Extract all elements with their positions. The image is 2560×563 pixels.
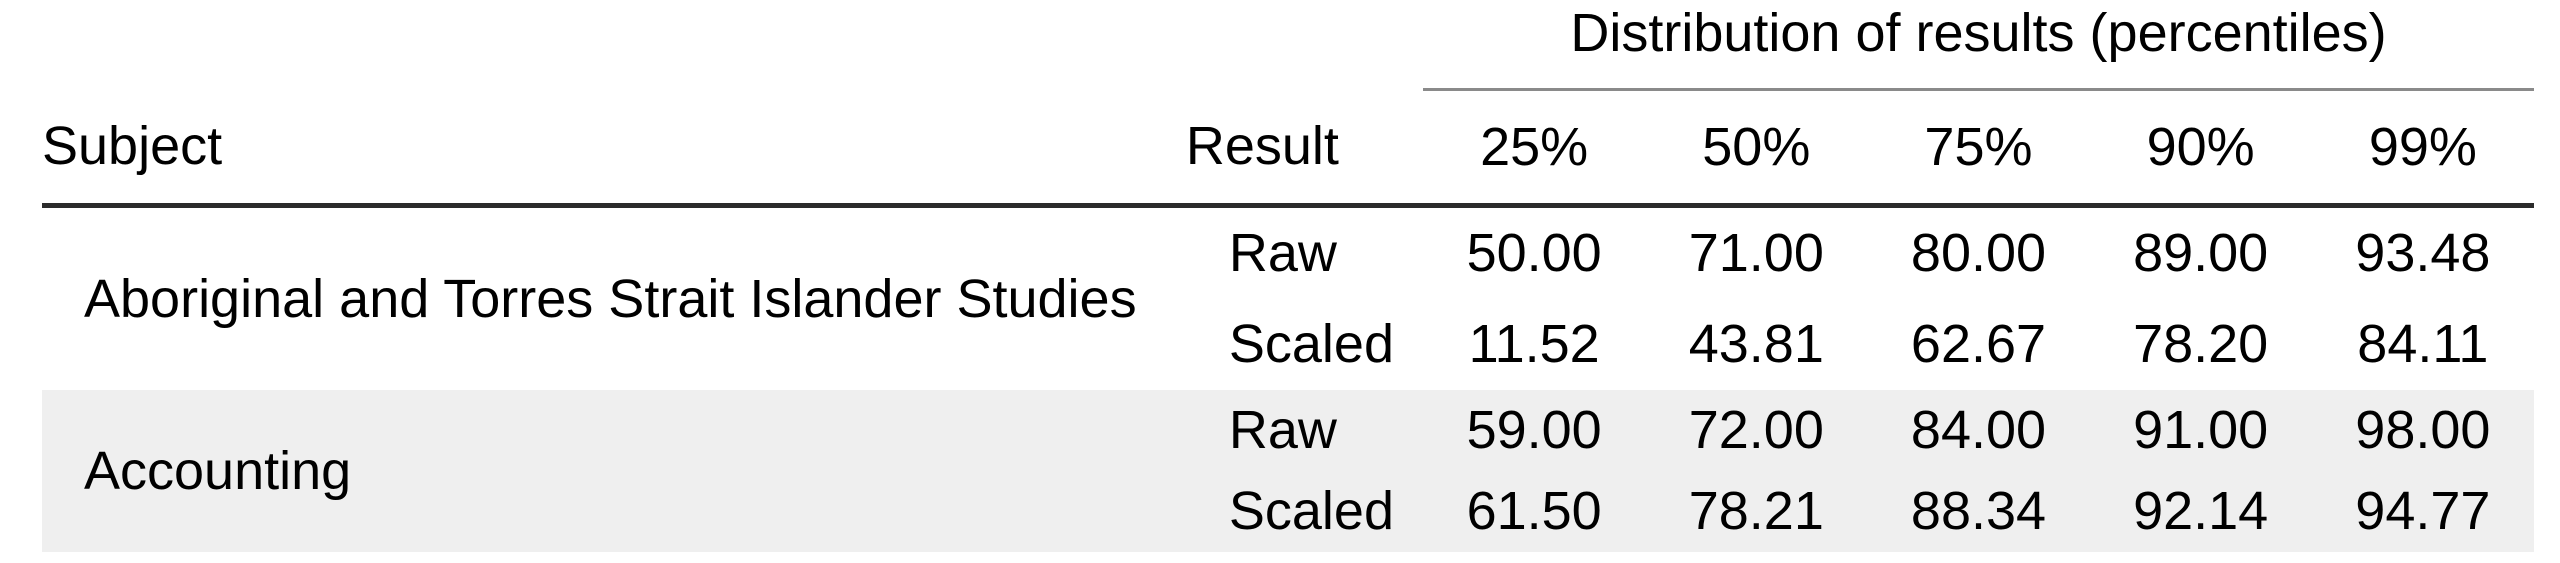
result-type-label: Raw: [1228, 400, 1337, 460]
result-type-label: Scaled: [1228, 313, 1394, 374]
spanner-spacer: [42, 0, 1423, 90]
spanner-header: Distribution of results (percentiles): [1423, 0, 2534, 91]
value-p90: 89.00: [2133, 222, 2269, 283]
column-header-p99: 99%: [2311, 89, 2534, 208]
subject-name: Accounting: [84, 440, 352, 501]
percentile-results-table: Distribution of results (percentiles) Su…: [42, 0, 2534, 552]
value-p25: 61.50: [1466, 481, 1602, 541]
value-p50: 78.21: [1688, 481, 1824, 541]
value-p75: 84.00: [1910, 400, 2047, 460]
column-header-result: Result: [1185, 89, 1424, 208]
value-p25: 59.00: [1466, 400, 1602, 460]
column-header-p25: 25%: [1423, 89, 1646, 208]
value-p90: 91.00: [2133, 400, 2269, 460]
value-p99: 93.48: [2355, 222, 2491, 283]
value-p99: 98.00: [2355, 400, 2491, 460]
value-p75: 88.34: [1910, 481, 2047, 541]
table-row-subject1-raw: Accounting Raw 59.00 72.00 84.00 91.00 9…: [42, 389, 2534, 501]
column-header-p75: 75%: [1867, 89, 2090, 208]
value-p50: 71.00: [1688, 222, 1824, 283]
spanner-header-row: Distribution of results (percentiles): [42, 0, 2534, 91]
column-header-subject: Subject: [42, 89, 1186, 208]
value-p99: 84.11: [2357, 313, 2489, 374]
value-p75: 62.67: [1910, 313, 2047, 374]
column-header-p50: 50%: [1645, 89, 1868, 208]
value-p90: 92.14: [2133, 481, 2269, 541]
value-p75: 80.00: [1910, 222, 2047, 283]
column-header-row: Subject Result 25% 50% 75% 90% 99%: [42, 89, 2534, 208]
value-p25: 50.00: [1466, 222, 1602, 283]
value-p25: 11.52: [1468, 313, 1600, 374]
result-type-label: Raw: [1228, 222, 1337, 283]
value-p50: 43.81: [1688, 313, 1824, 374]
value-p99: 94.77: [2355, 481, 2491, 541]
table-row-subject0-scaled: Scaled 11.52 43.81 62.67 78.20 84.11: [42, 298, 2534, 390]
result-type-label: Scaled: [1228, 481, 1394, 541]
table-row-subject0-raw: Aboriginal and Torres Strait Islander St…: [42, 206, 2534, 329]
value-p50: 72.00: [1688, 400, 1824, 460]
value-p90: 78.20: [2133, 313, 2269, 374]
subject-name: Aboriginal and Torres Strait Islander St…: [84, 268, 1137, 329]
column-header-p90: 90%: [2089, 89, 2312, 208]
